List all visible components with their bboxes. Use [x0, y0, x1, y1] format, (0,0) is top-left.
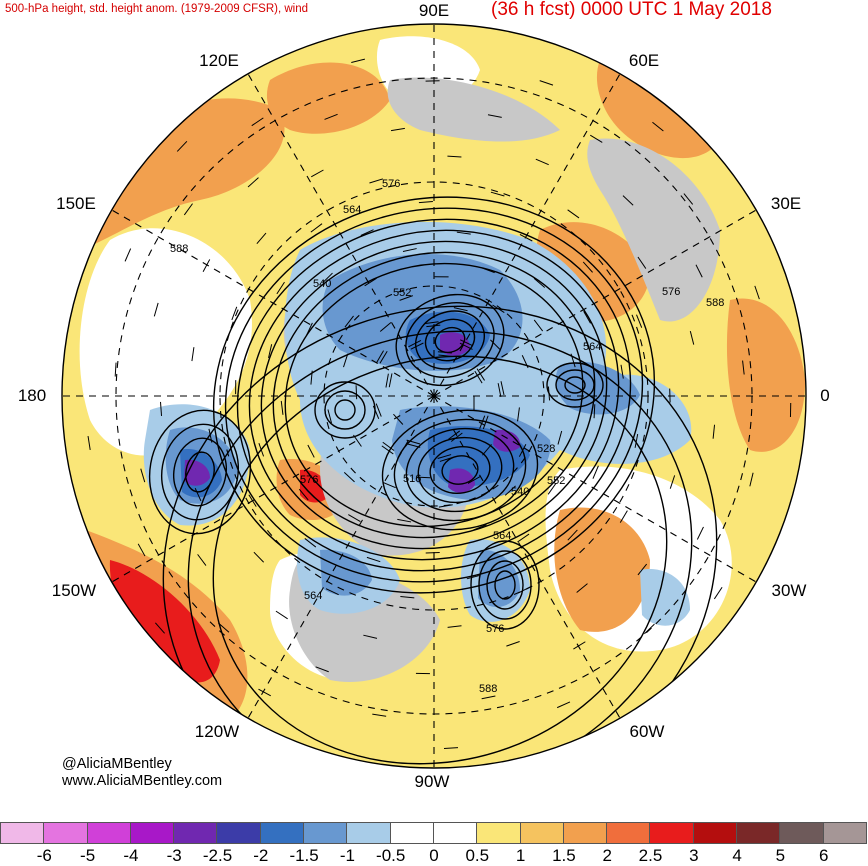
colorbar-tick-label: -4 — [123, 846, 138, 866]
contour-label: 552 — [393, 287, 411, 299]
colorbar-tick-label: -2.5 — [203, 846, 232, 866]
colorbar-tick-label: 2 — [602, 846, 611, 866]
contour-label: 564 — [493, 530, 511, 542]
wind-barb — [356, 385, 357, 399]
contour-label: 528 — [537, 443, 555, 455]
colorbar-swatch — [520, 822, 564, 844]
lon-label-150e: 150E — [56, 194, 96, 214]
contour-label: 552 — [547, 475, 565, 487]
lon-label-90e: 90E — [419, 1, 449, 21]
colorbar-tick-label: 1 — [516, 846, 525, 866]
colorbar-swatch — [606, 822, 650, 844]
colorbar — [1, 822, 867, 844]
contour-label: 576 — [662, 286, 680, 298]
colorbar-tick-label: 2.5 — [639, 846, 663, 866]
colorbar-swatch — [346, 822, 390, 844]
colorbar-tick-label: -0.5 — [376, 846, 405, 866]
colorbar-tick-label: -1.5 — [289, 846, 318, 866]
colorbar-tick-label: -6 — [37, 846, 52, 866]
colorbar-swatch — [779, 822, 823, 844]
colorbar-tick-label: 0 — [429, 846, 438, 866]
contour-label: 564 — [343, 204, 361, 216]
contour-label: 540 — [511, 486, 529, 498]
colorbar-tick-label: -2 — [253, 846, 268, 866]
credit-twitter: @AliciaMBentley — [62, 756, 172, 772]
contour-label: 576 — [300, 474, 318, 486]
lon-label-90w: 90W — [415, 772, 450, 792]
lon-label-30w: 30W — [772, 581, 807, 601]
lon-label-150w: 150W — [52, 581, 96, 601]
colorbar-swatch — [823, 822, 867, 844]
lon-label-60e: 60E — [629, 51, 659, 71]
contour-label: 588 — [706, 297, 724, 309]
polar-map: 576 564 588 540 552 564 576 588 516 528 … — [0, 0, 868, 820]
lon-label-120w: 120W — [195, 722, 239, 742]
contour-label: 588 — [479, 683, 497, 695]
colorbar-tick-label: 5 — [776, 846, 785, 866]
lon-label-60w: 60W — [630, 722, 665, 742]
colorbar-tick-label: 1.5 — [552, 846, 576, 866]
colorbar-swatch — [693, 822, 737, 844]
credit-website: www.AliciaMBentley.com — [62, 773, 222, 789]
colorbar-swatch — [260, 822, 304, 844]
lon-label-180: 180 — [18, 386, 46, 406]
colorbar-swatch — [736, 822, 780, 844]
lon-label-120e: 120E — [199, 51, 239, 71]
colorbar-swatch — [87, 822, 131, 844]
colorbar-tick-label: 0.5 — [465, 846, 489, 866]
colorbar-swatch — [649, 822, 693, 844]
colorbar-swatch — [563, 822, 607, 844]
lon-label-30e: 30E — [771, 194, 801, 214]
contour-label: 576 — [486, 623, 504, 635]
contour-label: 576 — [382, 178, 400, 190]
colorbar-tick-label: -5 — [80, 846, 95, 866]
colorbar-swatch — [0, 822, 44, 844]
contour-label: 588 — [170, 243, 188, 255]
colorbar-swatch — [43, 822, 87, 844]
colorbar-tick-label: -3 — [167, 846, 182, 866]
colorbar-swatch — [390, 822, 434, 844]
contour-label: 540 — [313, 278, 331, 290]
colorbar-swatch — [216, 822, 260, 844]
wind-barb — [594, 404, 595, 418]
wind-barb — [426, 552, 440, 553]
colorbar-swatch — [173, 822, 217, 844]
contour-label: 564 — [304, 590, 322, 602]
colorbar-swatch — [433, 822, 477, 844]
lon-label-0: 0 — [820, 386, 829, 406]
colorbar-tick-label: 3 — [689, 846, 698, 866]
colorbar-swatch — [476, 822, 520, 844]
colorbar-tick-label: 4 — [732, 846, 741, 866]
contour-label: 516 — [403, 473, 421, 485]
colorbar-tick-label: 6 — [819, 846, 828, 866]
colorbar-swatch — [130, 822, 174, 844]
colorbar-swatch — [303, 822, 347, 844]
contour-label: 564 — [583, 341, 601, 353]
colorbar-tick-label: -1 — [340, 846, 355, 866]
